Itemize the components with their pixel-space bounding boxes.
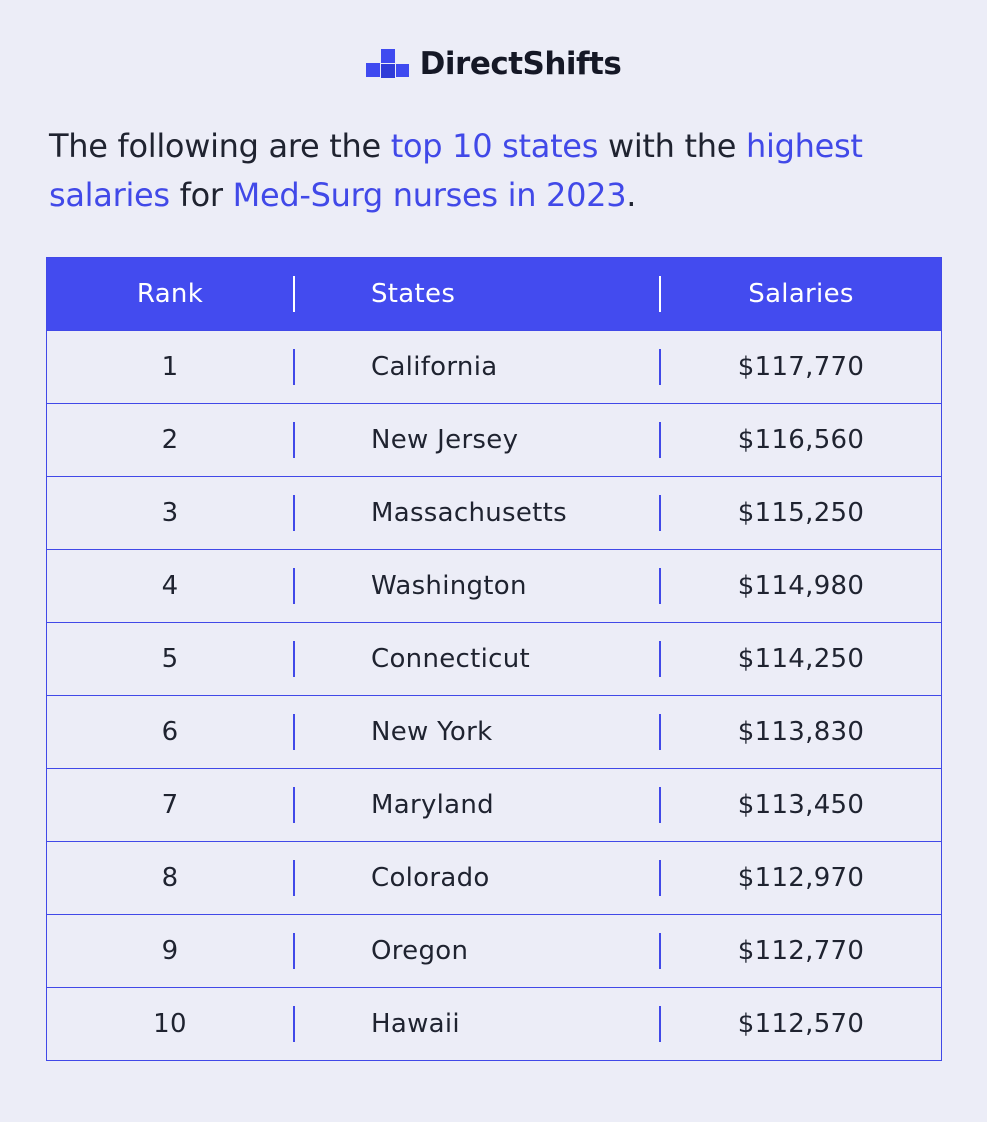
column-divider bbox=[659, 422, 661, 458]
column-divider bbox=[293, 714, 295, 750]
cell-state: New York bbox=[371, 717, 493, 747]
intro-highlight: top 10 states bbox=[390, 127, 599, 165]
table-row: 2 New Jersey $116,560 bbox=[47, 403, 941, 476]
intro-highlight: Med-Surg nurses in 2023 bbox=[232, 176, 627, 214]
table-row: 9 Oregon $112,770 bbox=[47, 914, 941, 987]
column-divider bbox=[293, 276, 295, 312]
cell-salary: $114,250 bbox=[737, 644, 865, 674]
cell-rank: 4 bbox=[161, 571, 179, 601]
table-row: 5 Connecticut $114,250 bbox=[47, 622, 941, 695]
cell-salary: $117,770 bbox=[737, 352, 865, 382]
cell-state: Hawaii bbox=[371, 1009, 460, 1039]
cell-salary: $112,970 bbox=[737, 863, 865, 893]
table-row: 7 Maryland $113,450 bbox=[47, 768, 941, 841]
cell-salary: $113,450 bbox=[737, 790, 865, 820]
column-divider bbox=[293, 349, 295, 385]
cell-salary: $115,250 bbox=[737, 498, 865, 528]
column-divider bbox=[659, 276, 661, 312]
brand-logo: DirectShifts bbox=[0, 46, 987, 82]
cell-salary: $112,570 bbox=[737, 1009, 865, 1039]
cell-salary: $116,560 bbox=[737, 425, 865, 455]
cell-rank: 10 bbox=[153, 1009, 187, 1039]
cell-state: Oregon bbox=[371, 936, 469, 966]
cell-state: Colorado bbox=[371, 863, 490, 893]
cell-rank: 7 bbox=[161, 790, 179, 820]
cell-state: Massachusetts bbox=[371, 498, 568, 528]
table-row: 1 California $117,770 bbox=[47, 330, 941, 403]
intro-part: . bbox=[626, 176, 637, 214]
column-divider bbox=[659, 714, 661, 750]
column-divider bbox=[293, 860, 295, 896]
header-states: States bbox=[371, 279, 456, 309]
brand-name: DirectShifts bbox=[419, 46, 622, 82]
column-divider bbox=[293, 495, 295, 531]
cell-salary: $113,830 bbox=[737, 717, 865, 747]
cell-rank: 1 bbox=[161, 352, 179, 382]
column-divider bbox=[659, 568, 661, 604]
table-row: 4 Washington $114,980 bbox=[47, 549, 941, 622]
column-divider bbox=[293, 641, 295, 677]
column-divider bbox=[659, 1006, 661, 1042]
header-salaries: Salaries bbox=[748, 279, 854, 309]
cell-rank: 8 bbox=[161, 863, 179, 893]
intro-text: The following are the top 10 states with… bbox=[49, 122, 949, 220]
cell-state: Washington bbox=[371, 571, 527, 601]
cell-rank: 6 bbox=[161, 717, 179, 747]
table-row: 8 Colorado $112,970 bbox=[47, 841, 941, 914]
cell-rank: 2 bbox=[161, 425, 179, 455]
cell-state: California bbox=[371, 352, 498, 382]
cell-rank: 3 bbox=[161, 498, 179, 528]
table-body: 1 California $117,770 2 New Jersey $116,560 3 M… bbox=[47, 330, 941, 1060]
cell-rank: 5 bbox=[161, 644, 179, 674]
column-divider bbox=[659, 787, 661, 823]
column-divider bbox=[293, 422, 295, 458]
cell-state: Maryland bbox=[371, 790, 494, 820]
column-divider bbox=[659, 349, 661, 385]
column-divider bbox=[659, 933, 661, 969]
intro-part: for bbox=[169, 176, 233, 214]
column-divider bbox=[293, 568, 295, 604]
column-divider bbox=[293, 933, 295, 969]
intro-part: with the bbox=[598, 127, 747, 165]
cell-salary: $112,770 bbox=[737, 936, 865, 966]
cell-salary: $114,980 bbox=[737, 571, 865, 601]
cell-state: New Jersey bbox=[371, 425, 519, 455]
column-divider bbox=[293, 1006, 295, 1042]
cell-state: Connecticut bbox=[371, 644, 530, 674]
table-row: 10 Hawaii $112,570 bbox=[47, 987, 941, 1060]
brand-logo-icon bbox=[365, 49, 410, 79]
intro-highlight: highest salaries bbox=[49, 127, 863, 214]
intro-part: The following are the bbox=[49, 127, 391, 165]
table-row: 6 New York $113,830 bbox=[47, 695, 941, 768]
salary-table: Rank States Salaries 1 California $117,770… bbox=[46, 257, 942, 1061]
column-divider bbox=[659, 641, 661, 677]
column-divider bbox=[659, 495, 661, 531]
column-divider bbox=[293, 787, 295, 823]
table-header-row: Rank States Salaries bbox=[47, 258, 941, 330]
column-divider bbox=[659, 860, 661, 896]
table-row: 3 Massachusetts $115,250 bbox=[47, 476, 941, 549]
cell-rank: 9 bbox=[161, 936, 179, 966]
header-rank: Rank bbox=[136, 279, 204, 309]
